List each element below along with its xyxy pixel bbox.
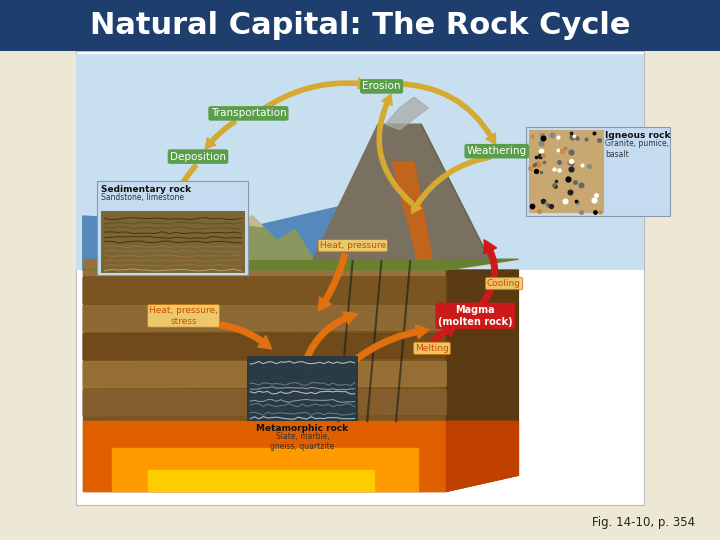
Polygon shape	[241, 216, 263, 227]
FancyArrowPatch shape	[318, 253, 348, 311]
Polygon shape	[83, 278, 446, 303]
FancyArrowPatch shape	[300, 312, 357, 370]
FancyArrowPatch shape	[377, 94, 413, 205]
FancyArrowPatch shape	[399, 82, 495, 144]
Text: Fig. 14-10, p. 354: Fig. 14-10, p. 354	[592, 516, 695, 529]
FancyArrowPatch shape	[208, 321, 271, 349]
Text: Sedimentary rock: Sedimentary rock	[101, 185, 191, 194]
Polygon shape	[313, 124, 490, 259]
FancyArrowPatch shape	[331, 325, 429, 383]
FancyArrowPatch shape	[169, 164, 198, 208]
Text: Metamorphic rock: Metamorphic rock	[256, 424, 348, 433]
FancyArrowPatch shape	[424, 325, 458, 350]
FancyBboxPatch shape	[529, 130, 604, 213]
Text: Heat, pressure,
stress: Heat, pressure, stress	[149, 306, 218, 326]
Polygon shape	[83, 205, 374, 270]
FancyBboxPatch shape	[76, 54, 644, 270]
Text: Slate, marble,
gneiss, quartzite: Slate, marble, gneiss, quartzite	[270, 432, 335, 451]
Polygon shape	[184, 221, 205, 231]
Polygon shape	[83, 259, 518, 270]
Polygon shape	[392, 162, 432, 259]
FancyBboxPatch shape	[526, 127, 670, 216]
Polygon shape	[112, 448, 418, 491]
Polygon shape	[83, 270, 446, 491]
Text: Natural Capital: The Rock Cycle: Natural Capital: The Rock Cycle	[90, 11, 630, 40]
Polygon shape	[83, 334, 446, 360]
FancyBboxPatch shape	[101, 211, 245, 273]
Text: Sandstone, limestone: Sandstone, limestone	[101, 193, 184, 202]
FancyBboxPatch shape	[76, 51, 644, 505]
Text: Transportation: Transportation	[210, 109, 287, 118]
FancyBboxPatch shape	[97, 181, 248, 275]
Polygon shape	[446, 421, 518, 491]
FancyArrowPatch shape	[479, 240, 498, 307]
FancyBboxPatch shape	[0, 0, 720, 51]
Text: Magma
(molten rock): Magma (molten rock)	[438, 305, 513, 327]
FancyArrowPatch shape	[205, 119, 236, 149]
Text: Erosion: Erosion	[362, 82, 401, 91]
Polygon shape	[83, 421, 446, 491]
Polygon shape	[112, 216, 313, 259]
FancyBboxPatch shape	[246, 356, 358, 421]
Polygon shape	[385, 97, 428, 130]
Polygon shape	[421, 124, 490, 259]
Text: Cooling: Cooling	[487, 279, 521, 288]
Text: Deposition: Deposition	[170, 152, 226, 161]
Polygon shape	[83, 306, 446, 332]
Polygon shape	[446, 270, 518, 491]
Text: Granite, pumice,
basalt: Granite, pumice, basalt	[605, 139, 669, 159]
Text: Melting: Melting	[415, 344, 449, 353]
Polygon shape	[83, 390, 446, 416]
Polygon shape	[83, 362, 446, 388]
FancyArrowPatch shape	[412, 155, 491, 213]
Polygon shape	[148, 470, 374, 491]
Text: Igneous rock: Igneous rock	[605, 131, 670, 140]
Text: Weathering: Weathering	[467, 146, 527, 156]
FancyArrowPatch shape	[261, 78, 368, 112]
Polygon shape	[83, 259, 446, 275]
Text: Heat, pressure: Heat, pressure	[320, 241, 386, 250]
